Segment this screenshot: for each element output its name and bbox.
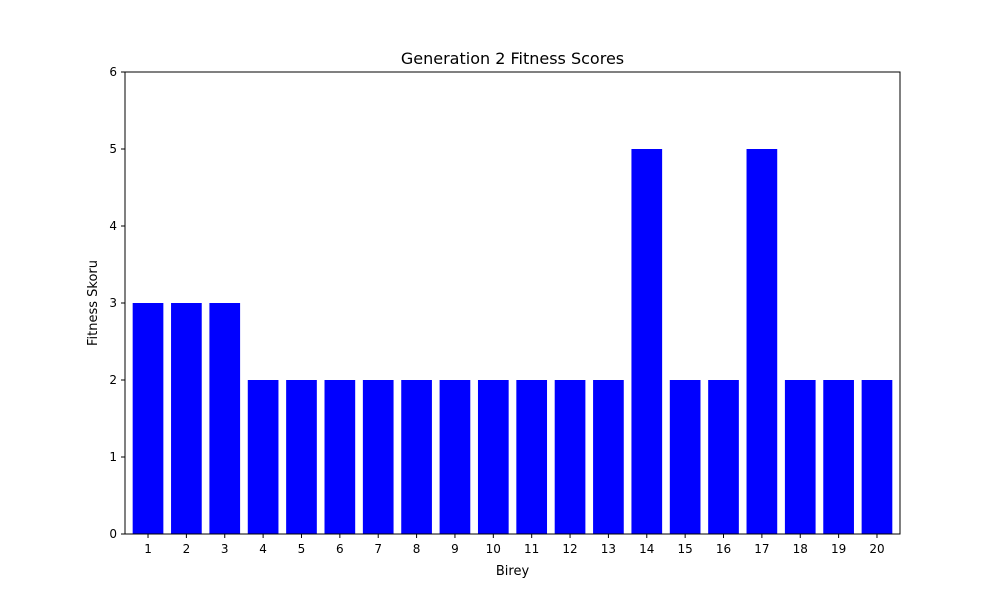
x-axis-label: Birey xyxy=(496,564,530,579)
bar-4 xyxy=(247,380,279,534)
y-tick-label: 3 xyxy=(109,296,117,310)
bar-6 xyxy=(324,380,356,534)
bar-19 xyxy=(823,380,854,534)
bar-12 xyxy=(554,380,586,534)
x-tick-label: 6 xyxy=(336,542,344,556)
x-tick-label: 12 xyxy=(562,542,577,556)
y-tick-label: 4 xyxy=(109,219,117,233)
x-tick-label: 4 xyxy=(259,542,267,556)
y-axis: 0 1 2 3 4 5 6 xyxy=(109,65,125,541)
x-tick-label: 2 xyxy=(183,542,191,556)
plot-frame xyxy=(124,71,901,535)
bar-18 xyxy=(784,380,816,534)
bar-9 xyxy=(439,380,471,534)
x-tick-label: 16 xyxy=(716,542,731,556)
bar-14 xyxy=(631,149,663,534)
x-tick-label: 3 xyxy=(221,542,229,556)
x-tick-label: 20 xyxy=(869,542,884,556)
x-tick-label: 14 xyxy=(639,542,654,556)
bar-10 xyxy=(477,380,509,534)
x-tick-label: 7 xyxy=(374,542,382,556)
bar-17 xyxy=(746,149,778,534)
x-tick-label: 5 xyxy=(298,542,306,556)
bar-8 xyxy=(401,380,432,534)
y-tick-label: 2 xyxy=(109,373,117,387)
bar-13 xyxy=(593,380,624,534)
x-tick-label: 13 xyxy=(601,542,616,556)
bar-2 xyxy=(171,303,202,534)
bars-group xyxy=(132,149,893,534)
x-tick-label: 19 xyxy=(831,542,846,556)
y-axis-label: Fitness Skoru xyxy=(86,260,101,346)
y-tick-label: 1 xyxy=(109,450,117,464)
bar-5 xyxy=(286,380,317,534)
bar-1 xyxy=(132,303,164,534)
y-tick-label: 0 xyxy=(109,527,117,541)
x-tick-label: 8 xyxy=(413,542,421,556)
x-tick-label: 17 xyxy=(754,542,769,556)
y-tick-label: 6 xyxy=(109,65,117,79)
bar-11 xyxy=(516,380,548,534)
x-tick-label: 9 xyxy=(451,542,459,556)
bar-3 xyxy=(209,303,241,534)
bar-7 xyxy=(362,380,394,534)
x-tick-label: 18 xyxy=(793,542,808,556)
x-tick-label: 1 xyxy=(144,542,152,556)
x-tick-label: 11 xyxy=(524,542,539,556)
y-tick-label: 5 xyxy=(109,142,117,156)
chart-title: Generation 2 Fitness Scores xyxy=(401,49,624,68)
bar-15 xyxy=(669,380,701,534)
bar-16 xyxy=(708,380,739,534)
bar-20 xyxy=(861,380,893,534)
x-axis: 1 2 3 4 5 6 7 8 9 10 11 12 13 14 15 16 17 18 19 20 xyxy=(144,534,885,556)
x-tick-label: 15 xyxy=(678,542,693,556)
x-tick-label: 10 xyxy=(486,542,501,556)
